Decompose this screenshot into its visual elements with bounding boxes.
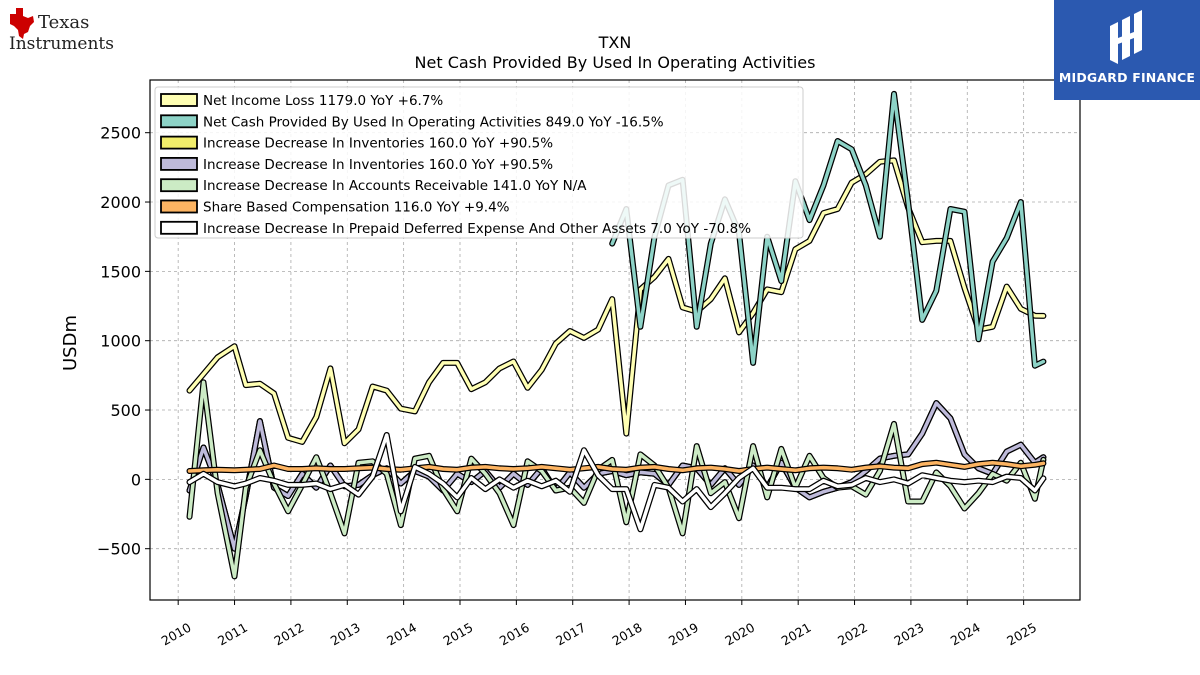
y-tick-label: −500	[97, 540, 141, 559]
x-tick-label: 2024	[948, 620, 983, 649]
texas-instruments-logo: Texas Instruments	[9, 8, 114, 54]
legend-swatch	[160, 156, 198, 171]
legend-swatch	[160, 93, 198, 107]
midgard-finance-badge: MIDGARD FINANCE	[1054, 0, 1200, 100]
legend-label: Increase Decrease In Inventories 160.0 Y…	[203, 136, 553, 152]
x-tick-label: 2019	[666, 620, 701, 649]
legend-label: Increase Decrease In Prepaid Deferred Ex…	[203, 221, 751, 237]
x-tick-label: 2012	[271, 620, 306, 649]
chart-title: TXN	[598, 33, 632, 52]
midgard-finance-wordmark: MIDGARD FINANCE	[1058, 70, 1196, 85]
chart-subtitle: Net Cash Provided By Used In Operating A…	[415, 53, 816, 72]
chart-legend: Net Income Loss 1179.0 YoY +6.7% Net Cash…	[154, 86, 804, 239]
legend-label: Net Cash Provided By Used In Operating A…	[203, 114, 664, 130]
series-line-6	[187, 433, 1046, 532]
y-axis-ticks: −500 0 500 1000 1500 2000 2500	[97, 124, 150, 559]
x-tick-label: 2022	[835, 620, 870, 649]
y-tick-label: 1000	[100, 332, 141, 351]
plot-frame	[149, 79, 1081, 601]
legend-label: Share Based Compensation 116.0 YoY +9.4%	[203, 200, 510, 216]
legend-swatch	[160, 135, 198, 150]
x-tick-label: 2013	[328, 620, 363, 649]
x-tick-label: 2021	[779, 620, 814, 649]
legend-box	[154, 86, 804, 239]
x-tick-label: 2018	[610, 620, 645, 649]
x-tick-label: 2011	[215, 620, 250, 649]
x-tick-label: 2010	[159, 620, 194, 649]
y-tick-label: 2000	[100, 193, 141, 212]
x-tick-label: 2014	[384, 620, 419, 649]
y-tick-label: 2500	[100, 124, 141, 143]
legend-label: Increase Decrease In Inventories 160.0 Y…	[203, 157, 553, 173]
y-axis-label: USDm	[60, 315, 81, 371]
y-tick-label: 500	[110, 401, 141, 420]
series-line-5	[187, 460, 1046, 473]
x-tick-label: 2016	[497, 620, 532, 649]
x-tick-label: 2020	[722, 620, 757, 649]
y-tick-label: 0	[131, 470, 141, 489]
legend-swatch	[160, 178, 198, 193]
x-tick-label: 2015	[440, 620, 475, 649]
y-tick-label: 1500	[100, 262, 141, 281]
legend-swatch	[160, 114, 198, 129]
legend-swatch	[160, 220, 198, 235]
x-axis-ticks: 2010 2011 2012 2013 2014 2015 2016 2017 2018 2019…	[159, 600, 1039, 649]
ti-wordmark-line1: Texas	[38, 12, 89, 33]
x-tick-label: 2017	[553, 620, 588, 649]
legend-label: Net Income Loss 1179.0 YoY +6.7%	[203, 93, 443, 109]
x-tick-label: 2025	[1004, 620, 1039, 649]
midgard-finance-logo-icon	[1110, 10, 1142, 64]
legend-label: Increase Decrease In Accounts Receivable…	[203, 178, 587, 194]
texas-state-icon	[10, 8, 34, 39]
x-tick-label: 2023	[891, 620, 926, 649]
legend-swatch	[160, 199, 198, 214]
ti-wordmark-line2: Instruments	[9, 34, 114, 54]
